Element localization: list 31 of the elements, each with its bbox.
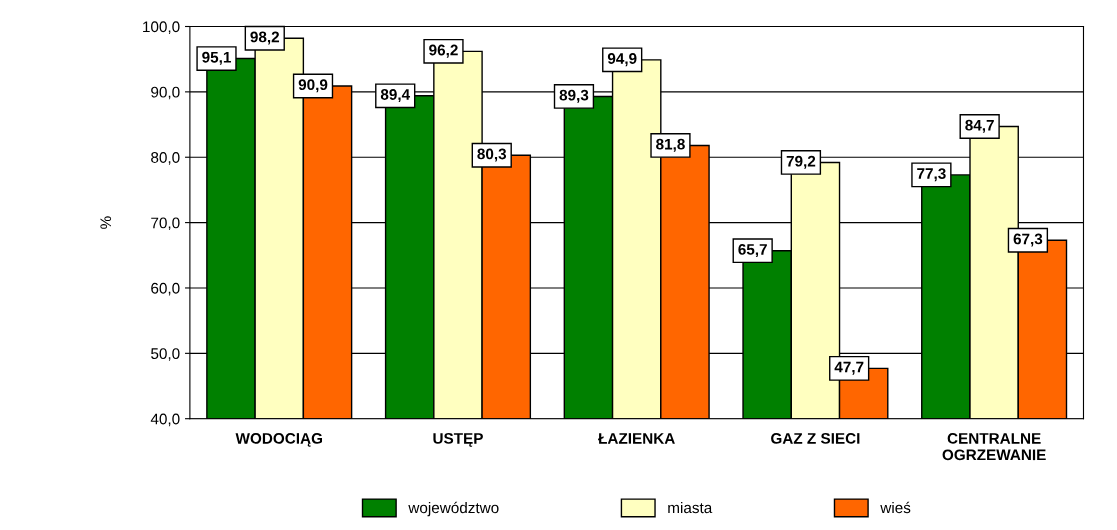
data-label: 79,2 xyxy=(786,155,816,169)
data-label: 81,8 xyxy=(656,138,685,152)
x-tick-label: ŁAZIENKA xyxy=(598,433,675,444)
data-label: 67,3 xyxy=(1013,233,1043,247)
y-tick-label: 90,0 xyxy=(151,86,180,100)
y-tick-label: 80,0 xyxy=(151,152,180,165)
y-tick-label: 100,0 xyxy=(143,21,180,34)
y-tick-label: 50,0 xyxy=(151,348,180,361)
data-label: 84,7 xyxy=(965,119,994,133)
y-tick-label: 60,0 xyxy=(151,282,180,296)
data-label: 94,9 xyxy=(607,53,637,67)
data-label: 80,3 xyxy=(477,148,507,162)
legend-label: miasta xyxy=(668,501,713,514)
data-label: 65,7 xyxy=(738,243,767,258)
x-tick-label: WODOCIĄG xyxy=(235,432,323,447)
x-tick-label: CENTRALNE OGRZEWANIE xyxy=(942,432,1046,461)
data-label: 89,3 xyxy=(559,89,589,103)
data-label: 89,4 xyxy=(380,89,411,103)
y-tick-label: 70,0 xyxy=(151,217,180,231)
data-label: 90,9 xyxy=(298,79,328,93)
data-label: 96,2 xyxy=(429,44,458,58)
data-label: 95,1 xyxy=(202,51,231,65)
x-tick-label: USTĘP xyxy=(433,432,483,447)
legend-label: wieś xyxy=(880,501,911,514)
data-label: 47,7 xyxy=(834,361,864,375)
data-label: 77,3 xyxy=(917,168,946,182)
y-tick-label: 40,0 xyxy=(150,413,180,427)
legend-label: województwo xyxy=(408,501,499,517)
data-label: 98,2 xyxy=(250,31,280,45)
y-axis-title: % xyxy=(100,216,112,229)
x-tick-label: GAZ Z SIECI xyxy=(771,432,860,444)
